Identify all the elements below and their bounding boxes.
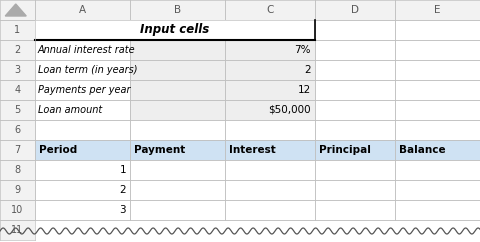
Bar — [35, 140, 130, 160]
Bar — [130, 100, 225, 120]
Bar — [35, 200, 130, 220]
Text: 7: 7 — [14, 145, 21, 155]
Text: 5: 5 — [14, 105, 21, 115]
Bar — [0, 100, 35, 120]
Bar — [315, 160, 395, 180]
Bar — [35, 60, 130, 80]
Bar — [395, 0, 480, 20]
Bar — [315, 20, 395, 40]
Bar — [225, 0, 315, 20]
Bar — [0, 0, 35, 20]
Bar — [35, 120, 130, 140]
Bar — [395, 100, 480, 120]
Text: 11: 11 — [12, 225, 24, 235]
Bar — [395, 60, 480, 80]
Bar — [35, 20, 315, 40]
Text: 9: 9 — [14, 185, 21, 195]
Bar — [225, 160, 315, 180]
Bar — [315, 40, 395, 60]
Polygon shape — [5, 4, 26, 16]
Bar — [225, 40, 315, 60]
Bar — [225, 120, 315, 140]
Text: Input cells: Input cells — [140, 23, 210, 37]
Bar — [130, 120, 225, 140]
Text: A: A — [79, 5, 86, 15]
Text: 3: 3 — [120, 205, 126, 215]
Bar — [130, 60, 225, 80]
Bar — [130, 40, 225, 60]
Bar — [0, 60, 35, 80]
Bar — [0, 180, 35, 200]
Bar — [395, 200, 480, 220]
Bar — [35, 100, 130, 120]
Text: Balance: Balance — [399, 145, 445, 155]
Text: Payment: Payment — [134, 145, 185, 155]
Bar — [130, 180, 225, 200]
Bar — [315, 80, 395, 100]
Bar — [225, 80, 315, 100]
Bar — [0, 40, 35, 60]
Bar — [0, 120, 35, 140]
Text: 8: 8 — [14, 165, 21, 175]
Bar — [395, 80, 480, 100]
Bar — [35, 40, 130, 60]
Bar — [225, 200, 315, 220]
Text: 7%: 7% — [295, 45, 311, 55]
Bar — [0, 80, 35, 100]
Bar — [130, 160, 225, 180]
Bar — [315, 60, 395, 80]
Text: D: D — [351, 5, 359, 15]
Bar — [0, 200, 35, 220]
Text: 6: 6 — [14, 125, 21, 135]
Bar — [130, 80, 225, 100]
Bar — [225, 60, 315, 80]
Bar — [315, 100, 395, 120]
Bar — [0, 160, 35, 180]
Text: 3: 3 — [14, 65, 21, 75]
Bar — [395, 20, 480, 40]
Text: Principal: Principal — [319, 145, 371, 155]
Text: 2: 2 — [304, 65, 311, 75]
Bar — [315, 0, 395, 20]
Text: Interest: Interest — [229, 145, 276, 155]
Text: B: B — [174, 5, 181, 15]
Text: 1: 1 — [120, 165, 126, 175]
Bar — [35, 80, 130, 100]
Text: 2: 2 — [14, 45, 21, 55]
Bar — [0, 20, 35, 40]
Text: E: E — [434, 5, 441, 15]
Text: 12: 12 — [298, 85, 311, 95]
Text: 1: 1 — [14, 25, 21, 35]
Bar — [315, 180, 395, 200]
Bar — [35, 0, 130, 20]
Text: 10: 10 — [12, 205, 24, 215]
Bar — [395, 40, 480, 60]
Text: 2: 2 — [120, 185, 126, 195]
Bar — [130, 0, 225, 20]
Bar — [315, 200, 395, 220]
Text: Loan term (in years): Loan term (in years) — [38, 65, 137, 75]
Bar — [35, 160, 130, 180]
Text: 4: 4 — [14, 85, 21, 95]
Bar — [395, 160, 480, 180]
Text: Payments per year: Payments per year — [38, 85, 131, 95]
Text: Period: Period — [39, 145, 77, 155]
Bar — [35, 180, 130, 200]
Bar — [130, 140, 225, 160]
Bar — [395, 120, 480, 140]
Text: $50,000: $50,000 — [268, 105, 311, 115]
Bar — [395, 140, 480, 160]
Text: C: C — [266, 5, 274, 15]
Text: Loan amount: Loan amount — [38, 105, 102, 115]
Bar — [315, 140, 395, 160]
Bar — [225, 140, 315, 160]
Bar — [0, 220, 35, 240]
Bar — [225, 100, 315, 120]
Bar — [225, 180, 315, 200]
Bar — [130, 200, 225, 220]
Bar — [315, 120, 395, 140]
Bar — [0, 140, 35, 160]
Text: Annual interest rate: Annual interest rate — [38, 45, 136, 55]
Bar — [395, 180, 480, 200]
